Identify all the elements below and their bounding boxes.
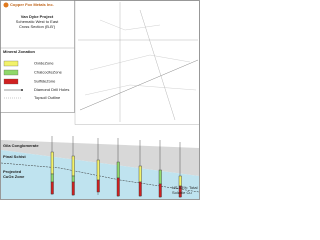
swatch	[3, 69, 19, 76]
legend-item: OxideZone	[34, 61, 54, 66]
legend-item: Diamond Drill Holes	[34, 87, 69, 92]
legend-item: Topsoil Outline	[34, 95, 61, 100]
legend-item: ChalcociteZone	[34, 70, 63, 75]
swatch-dot	[21, 89, 23, 91]
company: Copper Fox Metals Inc.	[10, 2, 54, 7]
title-block	[0, 0, 75, 113]
conglomerate	[1, 140, 199, 176]
section-label: HS-53%: Total	[172, 185, 198, 190]
drill-holes	[50, 136, 182, 198]
legend-title: Mineral Zonation	[3, 49, 36, 54]
page: {"header": {"company": "Copper Fox Metal…	[0, 0, 200, 200]
swatch	[3, 78, 19, 85]
swatch	[3, 60, 19, 67]
section-name: Cross Section (B-B')	[19, 24, 56, 29]
plan-map	[74, 0, 200, 125]
schist	[1, 150, 199, 199]
section-label: Soluble Cu	[172, 190, 192, 195]
subtitle: Schematic West to East	[16, 19, 59, 24]
section-label: Gila Conglomerate	[3, 143, 39, 148]
section-label: Pinal Schist	[3, 154, 26, 159]
logo	[3, 2, 9, 8]
legend-item: SulfideZone	[34, 79, 56, 84]
project: Van Dyke Project	[21, 14, 54, 19]
section-label: CuOx Zone	[3, 174, 25, 179]
figure: Copper Fox Metals Inc. Van Dyke Project …	[0, 0, 200, 200]
section-label: Projected	[3, 169, 22, 174]
